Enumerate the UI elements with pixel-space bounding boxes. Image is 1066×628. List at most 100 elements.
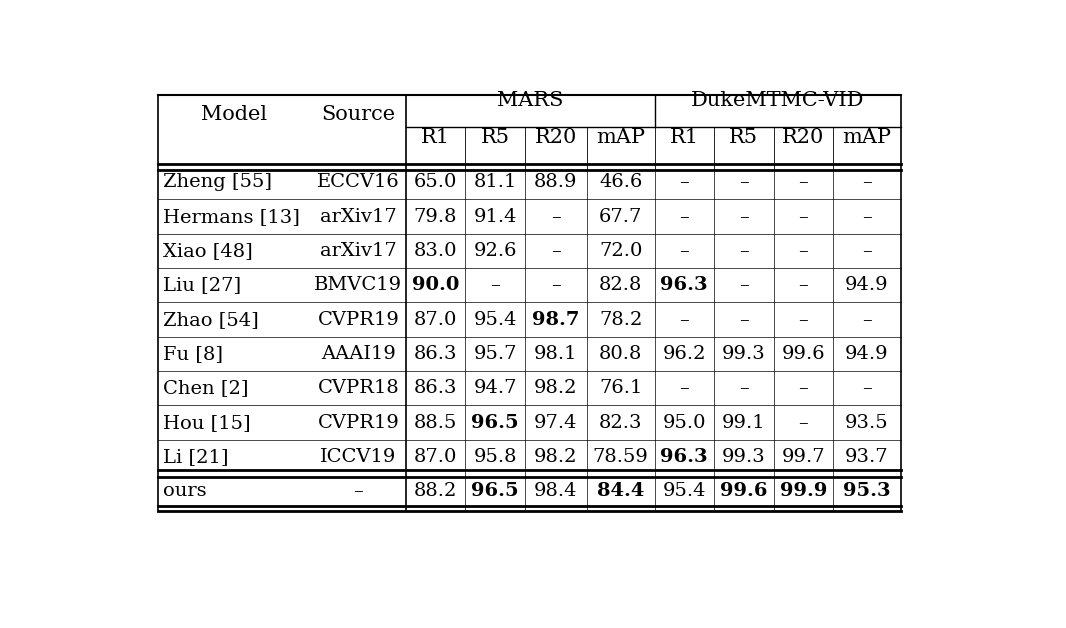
Text: –: – bbox=[798, 242, 808, 260]
Text: 96.5: 96.5 bbox=[471, 414, 519, 431]
Text: 97.4: 97.4 bbox=[534, 414, 578, 431]
Text: –: – bbox=[551, 208, 561, 225]
Text: Liu [27]: Liu [27] bbox=[163, 276, 241, 295]
Text: 94.9: 94.9 bbox=[845, 345, 889, 363]
Text: 98.1: 98.1 bbox=[534, 345, 578, 363]
Text: DukeMTMC-VID: DukeMTMC-VID bbox=[691, 91, 865, 110]
Text: MARS: MARS bbox=[497, 91, 564, 110]
Text: Hou [15]: Hou [15] bbox=[163, 414, 251, 431]
Text: 99.3: 99.3 bbox=[722, 345, 765, 363]
Text: 76.1: 76.1 bbox=[599, 379, 643, 398]
Text: –: – bbox=[798, 208, 808, 225]
Text: 94.9: 94.9 bbox=[845, 276, 889, 295]
Text: –: – bbox=[679, 173, 689, 192]
Text: 98.2: 98.2 bbox=[534, 379, 578, 398]
Text: Li [21]: Li [21] bbox=[163, 448, 228, 466]
Text: CVPR18: CVPR18 bbox=[318, 379, 400, 398]
Text: arXiv17: arXiv17 bbox=[320, 242, 397, 260]
Text: 46.6: 46.6 bbox=[599, 173, 643, 192]
Text: 99.7: 99.7 bbox=[781, 448, 825, 466]
Text: 67.7: 67.7 bbox=[599, 208, 643, 225]
Text: –: – bbox=[739, 276, 748, 295]
Text: 94.7: 94.7 bbox=[473, 379, 517, 398]
Text: 86.3: 86.3 bbox=[414, 345, 457, 363]
Text: –: – bbox=[798, 173, 808, 192]
Text: AAAI19: AAAI19 bbox=[321, 345, 395, 363]
Text: –: – bbox=[739, 242, 748, 260]
Text: Zhao [54]: Zhao [54] bbox=[163, 311, 259, 328]
Text: 96.3: 96.3 bbox=[661, 448, 708, 466]
Text: 98.2: 98.2 bbox=[534, 448, 578, 466]
Text: 65.0: 65.0 bbox=[414, 173, 457, 192]
Text: –: – bbox=[862, 379, 872, 398]
Text: –: – bbox=[490, 276, 500, 295]
Text: Hermans [13]: Hermans [13] bbox=[163, 208, 300, 225]
Text: 88.5: 88.5 bbox=[414, 414, 457, 431]
Text: 78.59: 78.59 bbox=[593, 448, 648, 466]
Text: Zheng [55]: Zheng [55] bbox=[163, 173, 272, 192]
Text: –: – bbox=[798, 379, 808, 398]
Text: 96.2: 96.2 bbox=[663, 345, 706, 363]
Text: Source: Source bbox=[321, 106, 395, 124]
Text: 86.3: 86.3 bbox=[414, 379, 457, 398]
Text: 78.2: 78.2 bbox=[599, 311, 643, 328]
Text: 95.8: 95.8 bbox=[473, 448, 517, 466]
Text: R5: R5 bbox=[729, 128, 758, 147]
Text: 96.3: 96.3 bbox=[661, 276, 708, 295]
Text: –: – bbox=[862, 242, 872, 260]
Text: –: – bbox=[551, 242, 561, 260]
Text: 99.9: 99.9 bbox=[779, 482, 827, 501]
Text: R1: R1 bbox=[421, 128, 450, 147]
Text: 81.1: 81.1 bbox=[473, 173, 517, 192]
Text: R1: R1 bbox=[669, 128, 699, 147]
Text: 90.0: 90.0 bbox=[411, 276, 459, 295]
Text: 98.7: 98.7 bbox=[532, 311, 580, 328]
Text: –: – bbox=[679, 379, 689, 398]
Text: 95.7: 95.7 bbox=[473, 345, 517, 363]
Text: –: – bbox=[679, 311, 689, 328]
Text: 72.0: 72.0 bbox=[599, 242, 643, 260]
Text: 93.5: 93.5 bbox=[845, 414, 889, 431]
Text: 82.3: 82.3 bbox=[599, 414, 643, 431]
Text: –: – bbox=[798, 414, 808, 431]
Text: ICCV19: ICCV19 bbox=[320, 448, 397, 466]
Text: 95.0: 95.0 bbox=[663, 414, 706, 431]
Text: –: – bbox=[739, 311, 748, 328]
Text: –: – bbox=[862, 173, 872, 192]
Text: –: – bbox=[739, 173, 748, 192]
Text: BMVC19: BMVC19 bbox=[314, 276, 403, 295]
Text: –: – bbox=[798, 276, 808, 295]
Text: –: – bbox=[862, 311, 872, 328]
Text: –: – bbox=[679, 242, 689, 260]
Text: Chen [2]: Chen [2] bbox=[163, 379, 248, 398]
Text: arXiv17: arXiv17 bbox=[320, 208, 397, 225]
Text: 88.9: 88.9 bbox=[534, 173, 578, 192]
Text: 84.4: 84.4 bbox=[597, 482, 644, 501]
Text: CVPR19: CVPR19 bbox=[318, 311, 400, 328]
Text: R20: R20 bbox=[782, 128, 824, 147]
Text: R20: R20 bbox=[535, 128, 577, 147]
Text: ECCV16: ECCV16 bbox=[317, 173, 400, 192]
Text: mAP: mAP bbox=[842, 128, 891, 147]
Text: –: – bbox=[798, 311, 808, 328]
Text: Model: Model bbox=[201, 106, 268, 124]
Text: Xiao [48]: Xiao [48] bbox=[163, 242, 253, 260]
Text: 88.2: 88.2 bbox=[414, 482, 457, 501]
Text: 79.8: 79.8 bbox=[414, 208, 457, 225]
Text: –: – bbox=[679, 208, 689, 225]
Text: –: – bbox=[354, 482, 364, 501]
Text: 95.4: 95.4 bbox=[663, 482, 706, 501]
Text: mAP: mAP bbox=[596, 128, 645, 147]
Text: 87.0: 87.0 bbox=[414, 311, 457, 328]
Text: –: – bbox=[551, 276, 561, 295]
Text: –: – bbox=[862, 208, 872, 225]
Text: CVPR19: CVPR19 bbox=[318, 414, 400, 431]
Text: 82.8: 82.8 bbox=[599, 276, 643, 295]
Text: Fu [8]: Fu [8] bbox=[163, 345, 223, 363]
Text: R5: R5 bbox=[481, 128, 510, 147]
Text: 99.6: 99.6 bbox=[781, 345, 825, 363]
Text: 83.0: 83.0 bbox=[414, 242, 457, 260]
Text: 99.1: 99.1 bbox=[722, 414, 765, 431]
Text: –: – bbox=[739, 208, 748, 225]
Text: 95.4: 95.4 bbox=[473, 311, 517, 328]
